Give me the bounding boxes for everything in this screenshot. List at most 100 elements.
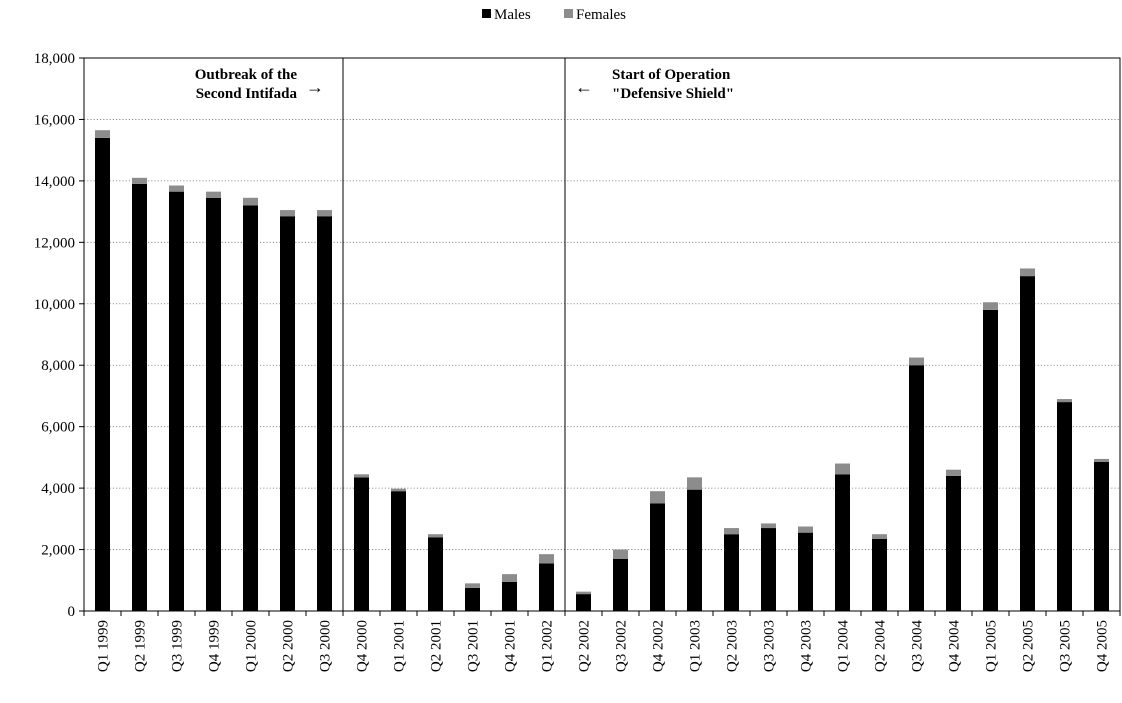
bar-females-q4-2002 <box>650 491 665 504</box>
bar-females-q1-2004 <box>835 463 850 475</box>
annotation-line: "Defensive Shield" <box>612 86 734 102</box>
y-tick-label: 8,000 <box>41 358 75 374</box>
y-tick-label: 16,000 <box>34 112 75 128</box>
right-arrow-icon: → <box>306 77 324 97</box>
bar-males-q1-2004 <box>835 474 850 611</box>
legend-label-males: Males <box>494 7 531 23</box>
x-tick-label: Q2 2002 <box>577 620 593 672</box>
y-tick-label: 6,000 <box>41 420 75 436</box>
x-tick-label: Q2 1999 <box>133 620 149 672</box>
bar-females-q2-2003 <box>724 528 739 535</box>
bar-females-q2-1999 <box>132 177 147 184</box>
bar-males-q3-2000 <box>317 216 332 611</box>
y-tick-label: 2,000 <box>41 543 75 559</box>
x-tick-label: Q2 2004 <box>873 620 889 673</box>
bar-females-q4-2004 <box>946 469 961 476</box>
x-tick-label: Q1 2003 <box>688 620 704 672</box>
annotation-line: Outbreak of the <box>195 67 298 83</box>
gridlines <box>84 57 1120 550</box>
y-tick-label: 14,000 <box>34 174 75 190</box>
bar-males-q3-1999 <box>169 191 184 611</box>
x-axis-ticks: Q1 1999 Q2 1999 Q3 1999 Q4 1999 Q1 2000 Q2 20… <box>83 611 1121 673</box>
x-tick-label: Q4 1999 <box>207 620 223 672</box>
bar-females-q3-2003 <box>761 523 776 529</box>
bar-males-q2-2005 <box>1020 276 1035 611</box>
bar-females-q2-2005 <box>1020 268 1035 277</box>
x-tick-label: Q1 1999 <box>96 620 112 672</box>
bar-females-q1-2005 <box>983 302 998 310</box>
legend-label-females: Females <box>576 7 626 23</box>
y-axis-ticks: 0 2,000 4,000 6,000 8,000 10,000 12,000 14,000 1… <box>34 51 84 620</box>
bar-males-q3-2001 <box>465 587 480 611</box>
bar-males-q1-1999 <box>95 137 110 611</box>
bar-males-q4-2002 <box>650 503 665 611</box>
x-tick-label: Q1 2005 <box>984 620 1000 672</box>
bar-females-q3-2001 <box>465 583 480 588</box>
x-tick-label: Q4 2004 <box>947 620 963 673</box>
bar-males-q2-2000 <box>280 216 295 611</box>
bar-males-q2-2004 <box>872 538 887 611</box>
bar-males-q1-2002 <box>539 563 554 611</box>
bar-males-q1-2003 <box>687 489 702 611</box>
x-tick-label: Q1 2000 <box>244 620 260 672</box>
bar-males-q3-2003 <box>761 528 776 611</box>
bar-females-q3-2002 <box>613 549 628 559</box>
bar-males-q2-2002 <box>576 594 591 611</box>
bar-males-q4-2005 <box>1094 461 1109 611</box>
y-tick-label: 18,000 <box>34 51 75 67</box>
plot-frame <box>83 57 1121 612</box>
x-tick-label: Q4 2002 <box>651 620 667 672</box>
bar-males-q1-2001 <box>391 491 406 611</box>
x-tick-label: Q2 2000 <box>281 620 297 672</box>
x-tick-label: Q3 2000 <box>318 620 334 672</box>
annotation-second-intifada: Outbreak of the Second Intifada → <box>195 67 324 102</box>
x-tick-label: Q1 2002 <box>540 620 556 672</box>
bar-males-q4-1999 <box>206 197 221 611</box>
x-tick-label: Q3 2002 <box>614 620 630 672</box>
bar-males-q4-2000 <box>354 477 369 611</box>
y-tick-label: 0 <box>68 604 76 620</box>
bar-females-q4-2001 <box>502 574 517 582</box>
y-tick-label: 4,000 <box>41 481 75 497</box>
bar-females-q2-2004 <box>872 534 887 539</box>
bar-males-q2-1999 <box>132 183 147 611</box>
bar-males-q2-2003 <box>724 534 739 611</box>
bar-females-q4-2005 <box>1094 458 1109 462</box>
axes <box>83 57 1121 612</box>
x-tick-label: Q3 2005 <box>1058 620 1074 672</box>
x-tick-label: Q2 2001 <box>429 620 445 672</box>
x-tick-label: Q3 2004 <box>910 620 926 673</box>
bar-females-q2-2002 <box>576 591 591 595</box>
x-tick-label: Q1 2004 <box>836 620 852 673</box>
bar-males-q2-2001 <box>428 537 443 611</box>
legend-swatch-females <box>564 9 573 18</box>
x-tick-label: Q3 1999 <box>170 620 186 672</box>
x-tick-label: Q4 2005 <box>1095 620 1111 672</box>
bar-males-q1-2005 <box>983 309 998 611</box>
bar-females-q3-2004 <box>909 357 924 366</box>
x-tick-label: Q4 2001 <box>503 620 519 672</box>
bar-females-q4-2000 <box>354 474 369 478</box>
bar-females-q1-1999 <box>95 130 110 138</box>
bar-females-q3-2005 <box>1057 399 1072 403</box>
bar-males-q4-2001 <box>502 581 517 611</box>
bar-females-q4-1999 <box>206 191 221 198</box>
annotation-line: Second Intifada <box>196 86 298 102</box>
x-tick-label: Q4 2000 <box>355 620 371 672</box>
bar-females-q1-2002 <box>539 554 554 564</box>
bar-females-q2-2001 <box>428 534 443 538</box>
annotation-defensive-shield: ← Start of Operation "Defensive Shield" <box>575 67 734 102</box>
bar-males-q3-2002 <box>613 558 628 611</box>
y-tick-label: 12,000 <box>34 235 75 251</box>
bar-males-q4-2003 <box>798 532 813 611</box>
legend: Males Females <box>482 7 626 23</box>
bar-males-q1-2000 <box>243 205 258 611</box>
bar-males-q3-2004 <box>909 365 924 611</box>
bar-females-q3-1999 <box>169 185 184 192</box>
bars <box>95 130 1109 611</box>
bar-females-q1-2000 <box>243 197 258 206</box>
y-tick-label: 10,000 <box>34 297 75 313</box>
bar-males-q3-2005 <box>1057 402 1072 611</box>
bar-females-q3-2000 <box>317 210 332 217</box>
bar-females-q1-2003 <box>687 477 702 490</box>
